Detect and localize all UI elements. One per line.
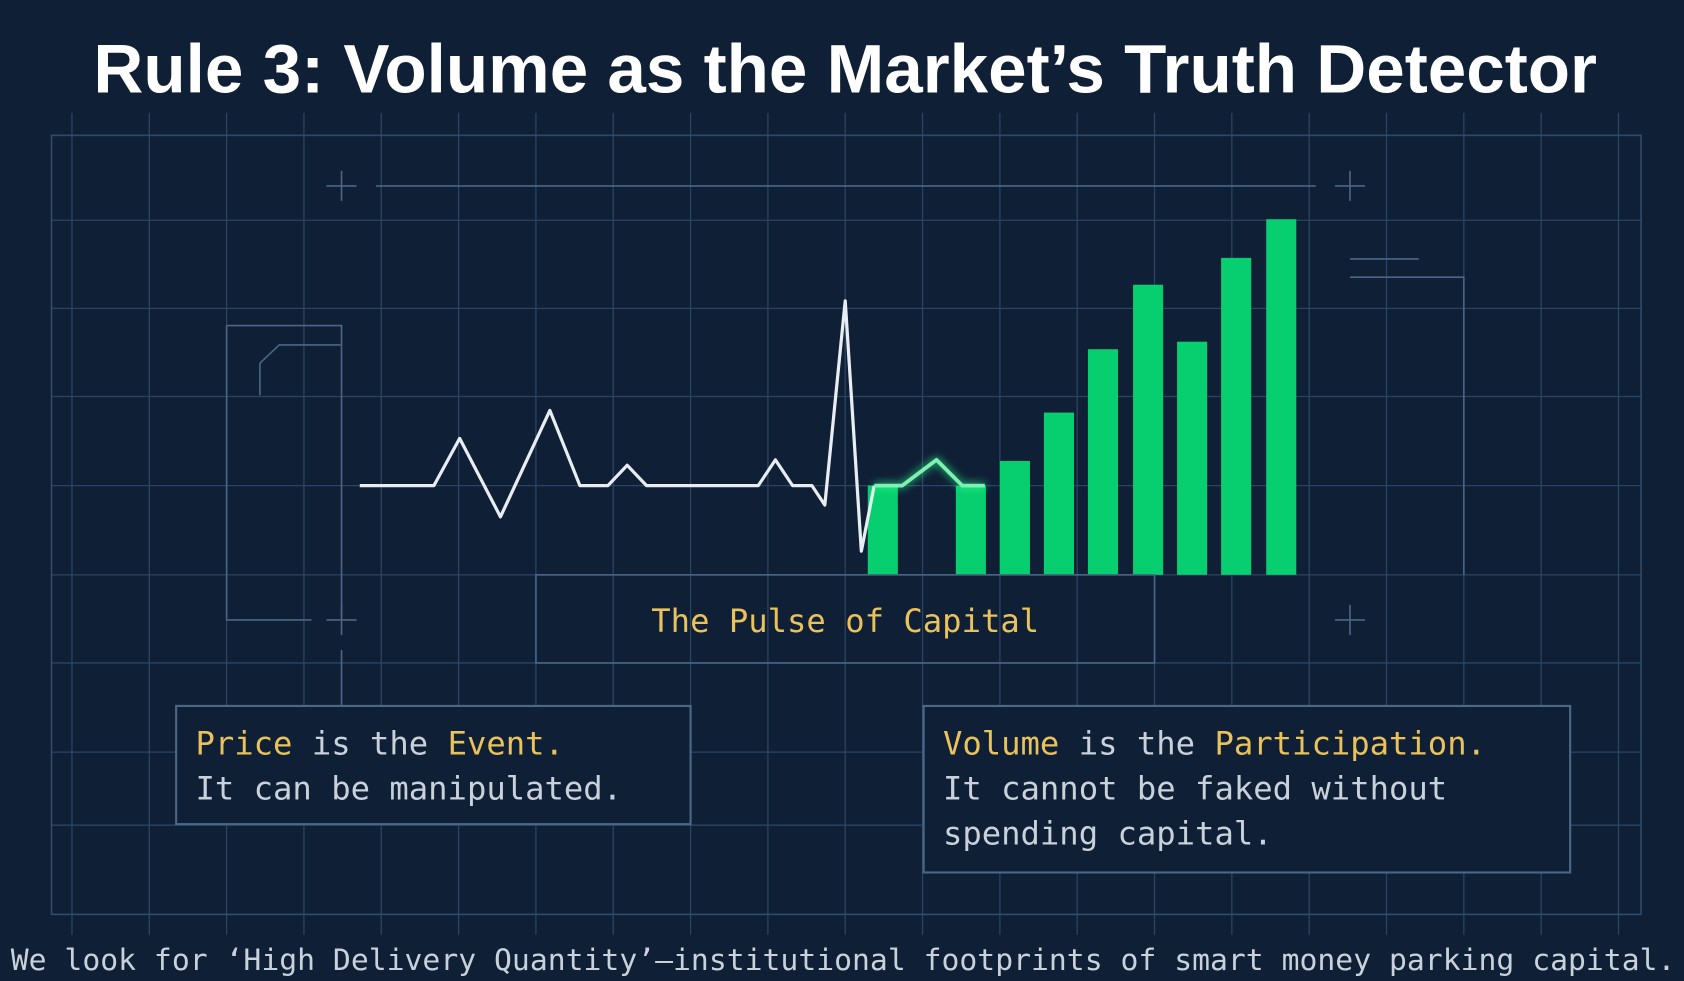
right-card-line: Volume is the Participation.: [943, 724, 1486, 762]
right-card: [922, 704, 1572, 874]
bar: [999, 460, 1030, 575]
connector: is the: [312, 724, 428, 762]
frame: [50, 134, 1642, 916]
bar: [1087, 349, 1119, 575]
bar: [1133, 284, 1164, 575]
bar: [955, 485, 986, 575]
bar: [1266, 219, 1297, 575]
keyword: Volume: [943, 724, 1059, 762]
volume-bars: [867, 219, 1297, 575]
right-card-body: spending capital.: [943, 815, 1273, 853]
keyword: Price: [195, 724, 292, 762]
keyword: Event.: [448, 724, 564, 762]
connector: is the: [1079, 724, 1195, 762]
left-card-body: It can be manipulated.: [195, 769, 622, 807]
title: Rule 3: Volume as the Market’s Truth Det…: [93, 30, 1597, 107]
bracket-lines: [225, 258, 1465, 706]
footer: We look for ‘High Delivery Quantity’—ins…: [11, 943, 1676, 977]
left-card: [175, 704, 692, 826]
left-card-line: Price is the Event.: [195, 724, 564, 762]
right-card-body: It cannot be faked without: [943, 769, 1447, 807]
bar: [1177, 341, 1208, 575]
decorations: [50, 134, 1642, 916]
keyword: Participation.: [1214, 724, 1486, 762]
heartbeat-line: [359, 299, 876, 553]
bar: [1221, 257, 1252, 575]
bar: [1043, 412, 1074, 575]
center-label: The Pulse of Capital: [651, 602, 1039, 640]
heartbeat-glow: [874, 457, 985, 488]
label-box: [535, 574, 1156, 664]
